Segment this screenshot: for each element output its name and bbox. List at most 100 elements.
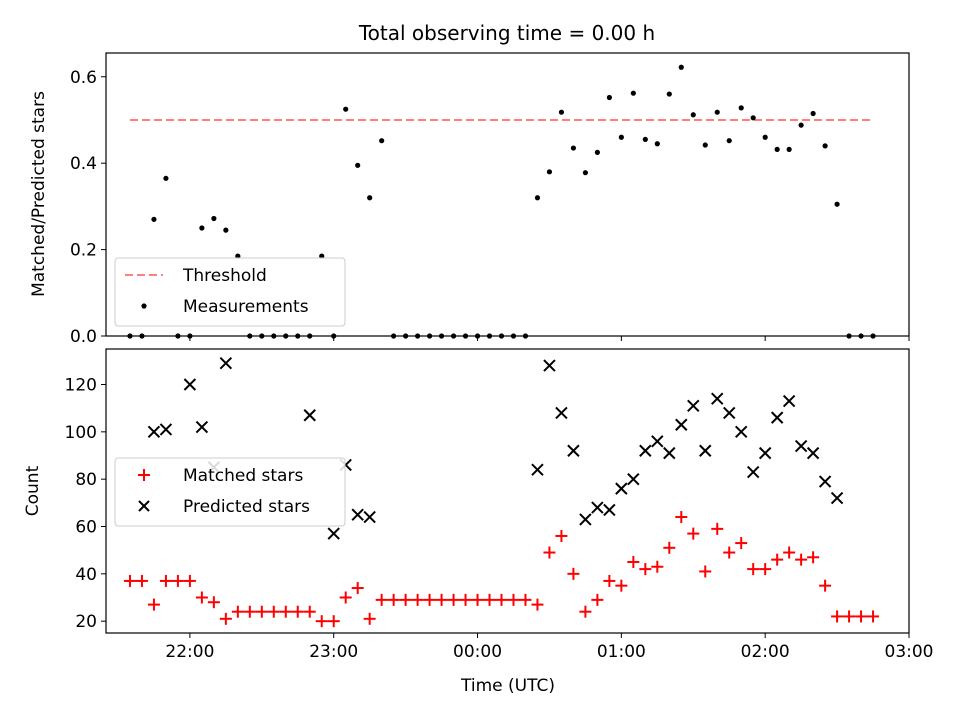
measurement-point xyxy=(199,225,205,231)
predicted-point xyxy=(183,378,197,391)
matched-point xyxy=(675,511,688,524)
predicted-point xyxy=(351,508,364,521)
matched-point xyxy=(771,553,784,566)
matched-point xyxy=(819,579,832,592)
matched-point xyxy=(687,527,700,540)
measurement-point xyxy=(834,201,840,207)
measurement-point xyxy=(870,333,876,339)
count-xtick-label: 03:00 xyxy=(885,642,934,662)
measurement-point xyxy=(187,333,193,339)
measurement-point xyxy=(642,136,648,143)
count-xticks: 22:00 23:00 00:00 01:00 02:00 03:00 xyxy=(165,633,934,662)
predicted-point xyxy=(663,446,676,460)
measurement-point xyxy=(259,333,265,339)
measurement-point xyxy=(163,175,169,181)
matched-point xyxy=(699,565,712,578)
measurement-point xyxy=(546,169,553,175)
measurement-point xyxy=(379,138,385,144)
measurement-point xyxy=(582,170,589,176)
count-ylabel: Count xyxy=(23,465,43,516)
measurement-point xyxy=(498,333,505,339)
count-xtick-label: 01:00 xyxy=(597,642,646,662)
predicted-point xyxy=(219,356,233,370)
matched-point xyxy=(279,605,292,618)
measurement-point xyxy=(438,333,445,339)
matched-point xyxy=(291,605,304,618)
measurement-point xyxy=(666,91,672,97)
matched-point xyxy=(447,593,460,606)
predicted-point xyxy=(699,444,712,457)
predicted-point xyxy=(770,411,784,424)
matched-point xyxy=(507,593,520,606)
matched-point xyxy=(123,574,136,587)
matched-point xyxy=(375,593,388,606)
count-legend: Matched stars Predicted stars xyxy=(114,457,346,527)
matched-point xyxy=(207,596,220,609)
measurement-point xyxy=(474,333,481,339)
measurement-point xyxy=(271,333,277,339)
measurement-point xyxy=(391,333,397,339)
measurement-point xyxy=(139,333,145,339)
predicted-point xyxy=(639,444,652,457)
predicted-point xyxy=(651,435,664,448)
measurement-point xyxy=(450,333,457,339)
count-legend-box xyxy=(114,457,346,527)
matched-point xyxy=(867,610,880,623)
count-xtick-label: 23:00 xyxy=(309,642,358,662)
matched-point xyxy=(303,605,316,618)
predicted-point xyxy=(723,406,736,420)
matched-point xyxy=(795,553,808,566)
ratio-legend-box xyxy=(114,257,346,327)
predicted-point xyxy=(711,392,724,405)
matched-point xyxy=(459,593,472,606)
matched-point xyxy=(351,582,364,595)
matched-point xyxy=(339,591,352,604)
count-ytick-label: 60 xyxy=(75,518,97,538)
measurement-point xyxy=(654,141,660,147)
measurement-point xyxy=(714,109,720,115)
figure-title: Total observing time = 0.00 h xyxy=(358,21,655,45)
legend-threshold-label: Threshold xyxy=(182,266,267,286)
measurement-point xyxy=(618,134,624,140)
matched-point xyxy=(327,615,340,628)
predicted-point xyxy=(746,465,760,479)
measurement-point xyxy=(738,105,744,111)
predicted-point xyxy=(830,491,844,505)
count-yticks: 20 40 60 80 100 120 xyxy=(65,376,106,632)
matched-point xyxy=(555,529,568,542)
legend-measurements-swatch xyxy=(141,303,147,309)
matched-point xyxy=(711,522,724,535)
ratio-ytick-label: 0.2 xyxy=(70,241,97,261)
measurement-point xyxy=(534,195,541,201)
matched-point xyxy=(387,593,400,606)
measurement-point xyxy=(295,333,301,339)
measurement-point xyxy=(151,216,157,222)
predicted-point xyxy=(675,418,688,431)
count-xtick-label: 00:00 xyxy=(453,642,502,662)
predicted-point xyxy=(758,446,772,460)
matched-point xyxy=(735,537,748,550)
matched-point xyxy=(747,563,760,576)
measurement-point xyxy=(846,333,852,339)
matched-point xyxy=(399,593,412,606)
matched-point xyxy=(579,605,592,618)
legend-matched-swatch xyxy=(138,469,150,481)
matched-point xyxy=(603,574,616,587)
matched-point xyxy=(495,593,508,606)
measurement-point xyxy=(235,253,241,259)
matched-point xyxy=(651,560,664,573)
matched-point xyxy=(615,579,628,592)
measurement-point xyxy=(343,106,349,112)
predicted-point xyxy=(159,423,173,436)
count-xtick-label: 22:00 xyxy=(165,642,214,662)
measurement-point xyxy=(486,333,493,339)
predicted-point xyxy=(579,513,592,526)
predicted-point xyxy=(735,425,748,439)
matched-point xyxy=(483,593,496,606)
predicted-point xyxy=(818,475,832,488)
predicted-point xyxy=(603,503,616,517)
legend-predicted-label: Predicted stars xyxy=(183,497,310,517)
legend-predicted-swatch xyxy=(138,500,150,512)
measurement-point xyxy=(247,333,253,339)
